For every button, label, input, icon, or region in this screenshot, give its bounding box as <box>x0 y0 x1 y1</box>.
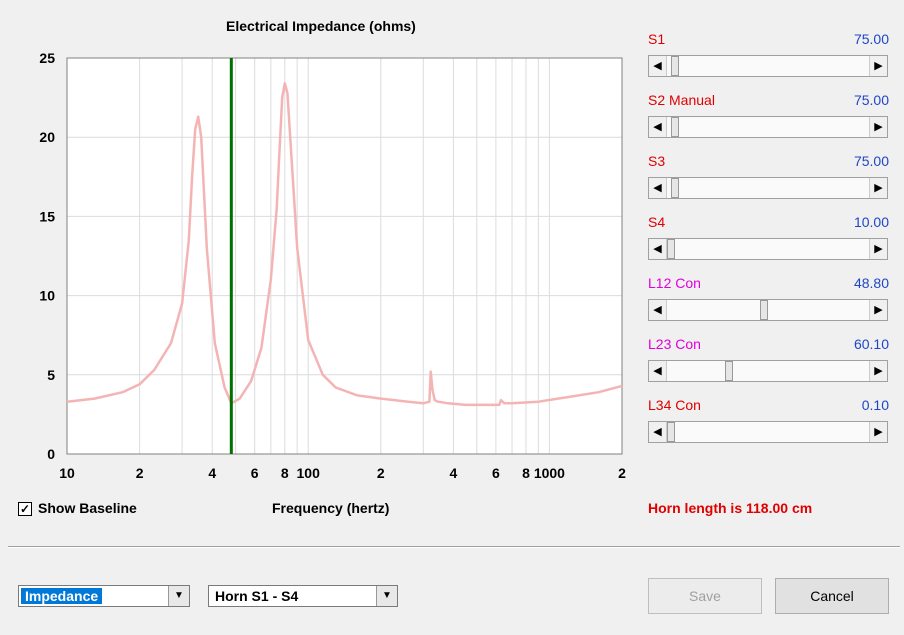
scroll-track[interactable] <box>667 56 869 76</box>
scroll-thumb[interactable] <box>671 117 679 137</box>
impedance-series-line <box>66 82 623 407</box>
scroll-left-icon[interactable]: ◀ <box>649 117 667 137</box>
parameter-scrollbar[interactable]: ◀ ▶ <box>648 116 888 138</box>
y-tick-label: 10 <box>39 288 55 304</box>
slider-value: 75.00 <box>853 31 889 47</box>
plot-frame <box>66 57 623 455</box>
slider-label: S3 <box>648 153 666 169</box>
scroll-left-icon[interactable]: ◀ <box>649 300 667 320</box>
scroll-thumb[interactable] <box>667 422 675 442</box>
scroll-thumb[interactable] <box>671 56 679 76</box>
chevron-down-icon[interactable]: ▼ <box>376 586 397 606</box>
slider-value: 48.80 <box>853 275 889 291</box>
parameter-scrollbar[interactable]: ◀ ▶ <box>648 238 888 260</box>
parameter-scrollbar[interactable]: ◀ ▶ <box>648 177 888 199</box>
parameter-scrollbar[interactable]: ◀ ▶ <box>648 421 888 443</box>
x-tick-label: 4 <box>450 465 458 481</box>
horn-select-value: Horn S1 - S4 <box>215 588 299 604</box>
scroll-thumb[interactable] <box>725 361 733 381</box>
save-button[interactable]: Save <box>648 578 762 614</box>
scroll-right-icon[interactable]: ▶ <box>869 178 887 198</box>
x-tick-label: 8 <box>522 465 530 481</box>
x-tick-label: 6 <box>492 465 500 481</box>
scroll-track[interactable] <box>667 239 869 259</box>
slider-label: S1 <box>648 31 666 47</box>
scroll-right-icon[interactable]: ▶ <box>869 361 887 381</box>
cancel-button[interactable]: Cancel <box>775 578 889 614</box>
scroll-track[interactable] <box>667 361 869 381</box>
slider-label: L34 Con <box>648 397 701 413</box>
scroll-track[interactable] <box>667 300 869 320</box>
x-tick-label: 2 <box>377 465 385 481</box>
plot-area <box>67 58 622 454</box>
slider-value: 10.00 <box>853 214 889 230</box>
x-tick-label: 100 <box>297 465 321 481</box>
scroll-track[interactable] <box>667 178 869 198</box>
parameter-scrollbar[interactable]: ◀ ▶ <box>648 55 888 77</box>
x-axis-title: Frequency (hertz) <box>272 500 390 516</box>
slider-label: L23 Con <box>648 336 701 352</box>
x-tick-label: 10 <box>59 465 75 481</box>
scroll-left-icon[interactable]: ◀ <box>649 178 667 198</box>
horn-length-readout: Horn length is 118.00 cm <box>648 500 813 516</box>
scroll-right-icon[interactable]: ▶ <box>869 56 887 76</box>
scroll-right-icon[interactable]: ▶ <box>869 422 887 442</box>
scroll-left-icon[interactable]: ◀ <box>649 56 667 76</box>
slider-value: 0.10 <box>861 397 889 413</box>
x-tick-label: 8 <box>281 465 289 481</box>
slider-label: S2 Manual <box>648 92 715 108</box>
x-tick-label: 1000 <box>534 465 565 481</box>
scroll-right-icon[interactable]: ▶ <box>869 300 887 320</box>
y-tick-label: 15 <box>39 208 55 224</box>
scroll-thumb[interactable] <box>671 178 679 198</box>
x-tick-label: 4 <box>208 465 216 481</box>
scroll-right-icon[interactable]: ▶ <box>869 117 887 137</box>
y-tick-label: 25 <box>39 50 55 66</box>
horn-select[interactable]: Horn S1 - S4 ▼ <box>208 585 398 607</box>
x-tick-label: 6 <box>251 465 259 481</box>
y-tick-label: 5 <box>47 367 55 383</box>
parameter-scrollbar[interactable]: ◀ ▶ <box>648 360 888 382</box>
scroll-left-icon[interactable]: ◀ <box>649 422 667 442</box>
y-tick-label: 0 <box>47 446 55 462</box>
scroll-thumb[interactable] <box>667 239 675 259</box>
view-select[interactable]: Impedance ▼ <box>18 585 190 607</box>
slider-value: 75.00 <box>853 92 889 108</box>
scroll-track[interactable] <box>667 117 869 137</box>
parameter-scrollbar[interactable]: ◀ ▶ <box>648 299 888 321</box>
slider-label: S4 <box>648 214 666 230</box>
y-tick-label: 20 <box>39 129 55 145</box>
scroll-track[interactable] <box>667 422 869 442</box>
scroll-thumb[interactable] <box>760 300 768 320</box>
chart-title: Electrical Impedance (ohms) <box>226 18 416 34</box>
x-tick-label: 2 <box>618 465 626 481</box>
view-select-value: Impedance <box>21 588 103 604</box>
scroll-left-icon[interactable]: ◀ <box>649 239 667 259</box>
slider-value: 60.10 <box>853 336 889 352</box>
scroll-left-icon[interactable]: ◀ <box>649 361 667 381</box>
divider <box>8 546 900 548</box>
show-baseline-checkbox[interactable]: ✓ <box>18 502 32 516</box>
show-baseline-label: Show Baseline <box>38 500 137 516</box>
slider-label: L12 Con <box>648 275 701 291</box>
slider-value: 75.00 <box>853 153 889 169</box>
scroll-right-icon[interactable]: ▶ <box>869 239 887 259</box>
x-tick-label: 2 <box>136 465 144 481</box>
chevron-down-icon[interactable]: ▼ <box>168 586 189 606</box>
